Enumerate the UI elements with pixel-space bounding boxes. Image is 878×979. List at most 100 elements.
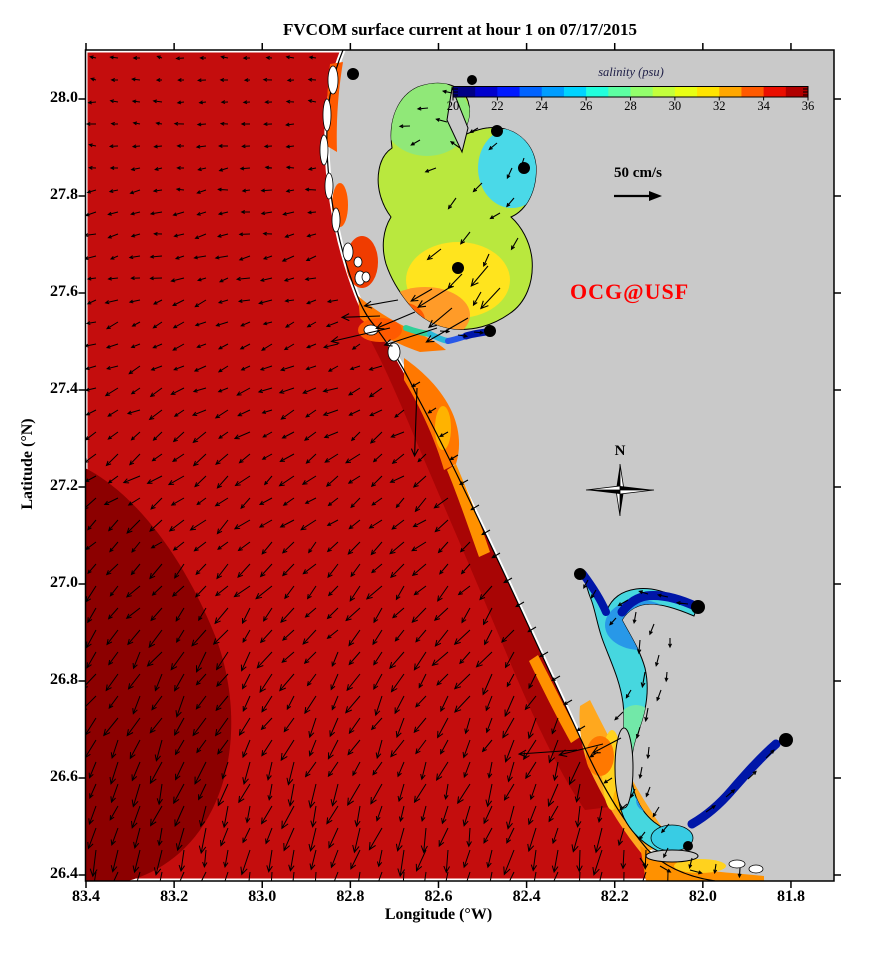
- x-tick-label: 82.6: [424, 888, 453, 905]
- peace-river: [617, 591, 702, 617]
- y-tick-label: 26.8: [50, 671, 78, 688]
- x-tick-label: 82.8: [336, 888, 365, 905]
- y-tick-label: 27.2: [50, 477, 78, 494]
- colorbar-tick-label: 30: [668, 99, 682, 113]
- x-tick-label: 83.0: [248, 888, 277, 905]
- estuary-current-vectors: [330, 89, 775, 879]
- station-dot: [347, 68, 359, 80]
- sarasota-bay-inner: [435, 406, 451, 450]
- colorbar-ticks: [452, 88, 809, 101]
- island: [324, 172, 334, 200]
- colorbar-segment: [563, 86, 587, 97]
- colorbar-tick-label: 36: [801, 99, 815, 113]
- x-tick-label: 81.8: [776, 888, 805, 905]
- colorbar: [452, 86, 809, 101]
- island: [327, 65, 339, 95]
- colorbar-segment: [763, 86, 787, 97]
- compass-arm-dark: [620, 486, 654, 490]
- colorbar-segment: [586, 86, 609, 97]
- lemon-bay-strip: [529, 655, 580, 743]
- colorbar-segment: [674, 86, 698, 97]
- compass-arm-dark: [586, 490, 620, 494]
- x-tick-label: 83.2: [160, 888, 189, 905]
- estero-inner: [674, 859, 726, 873]
- station-dot: [518, 162, 530, 174]
- island: [331, 207, 341, 233]
- island: [342, 242, 354, 262]
- compass-arm-dark: [616, 464, 620, 490]
- x-tick-label: 82.2: [600, 888, 629, 905]
- myakka-river: [579, 570, 610, 616]
- y-tick-label: 27.6: [50, 283, 78, 300]
- station-dot: [467, 75, 477, 85]
- compass-arm-light: [585, 485, 621, 491]
- figure-title: FVCOM surface current at hour 1 on 07/17…: [283, 20, 637, 39]
- y-tick-label: 27.0: [50, 574, 78, 591]
- compass-rose: [585, 463, 655, 517]
- current-scale-arrow: [614, 191, 662, 201]
- colorbar-tick-label: 34: [757, 99, 770, 113]
- island: [614, 727, 634, 809]
- island: [645, 849, 699, 863]
- x-tick-label: 82.4: [512, 888, 541, 905]
- y-tick-label: 26.6: [50, 768, 78, 785]
- colorbar-tick-label: 20: [446, 99, 460, 113]
- station-dot: [574, 568, 586, 580]
- station-dot: [452, 262, 464, 274]
- y-tick-label: 27.4: [50, 380, 78, 397]
- station-dot: [691, 600, 705, 614]
- colorbar-segment: [453, 86, 476, 97]
- charlotte-mouth-shoal: [586, 736, 614, 776]
- station-dot: [484, 325, 496, 337]
- x-axis-label: Longitude (°W): [384, 906, 493, 923]
- map-layers: [85, 50, 834, 881]
- axis-ticks: [78, 43, 841, 888]
- colorbar-segment: [630, 86, 654, 97]
- station-dot: [491, 125, 503, 137]
- island: [748, 864, 764, 874]
- colorbar-segment: [785, 86, 809, 97]
- x-tick-label: 82.0: [688, 888, 717, 905]
- y-tick-label: 26.4: [50, 865, 78, 882]
- current-vector-field: [85, 55, 669, 881]
- colorbar-tick-label: 22: [491, 99, 504, 113]
- compass-north-label: N: [614, 443, 626, 459]
- x-tick-label: 83.4: [72, 888, 100, 905]
- colorbar-tick-label: 32: [713, 99, 726, 113]
- y-tick-label: 28.0: [50, 89, 78, 106]
- colorbar-tick-label: 26: [579, 99, 593, 113]
- current-scale-label: 50 cm/s: [614, 165, 662, 181]
- island: [353, 256, 363, 268]
- tampa-mouth-plume: [358, 296, 446, 352]
- y-axis-label: Latitude (°N): [19, 418, 36, 510]
- station-dot: [779, 733, 793, 747]
- plot-border: [84, 49, 835, 882]
- y-tick-label: 27.8: [50, 186, 78, 203]
- colorbar-segment: [519, 86, 543, 97]
- colorbar-segment: [719, 86, 742, 97]
- colorbar-segment: [497, 86, 521, 97]
- colorbar-tick-label: 24: [535, 99, 549, 113]
- island: [387, 342, 401, 362]
- colorbar-segment: [541, 86, 565, 97]
- ocg-usf-watermark: OCG@USF: [570, 279, 690, 304]
- colorbar-title: salinity (psu): [598, 65, 664, 79]
- island: [361, 271, 371, 283]
- interbay-peninsula: [446, 86, 469, 154]
- island: [728, 859, 746, 869]
- colorbar-segment: [608, 86, 631, 97]
- island: [322, 98, 332, 132]
- colorbar-segment: [652, 86, 676, 97]
- venice-strip: [447, 464, 490, 557]
- old-tampa-bay: [383, 83, 471, 156]
- colorbar-segment: [697, 86, 720, 97]
- colorbar-segment: [741, 86, 765, 97]
- colorbar-tick-label: 28: [624, 99, 637, 113]
- colorbar-segment: [475, 86, 498, 97]
- compass-arm-dark: [620, 490, 624, 516]
- island: [363, 324, 379, 336]
- island: [319, 134, 329, 166]
- station-dot: [683, 841, 693, 851]
